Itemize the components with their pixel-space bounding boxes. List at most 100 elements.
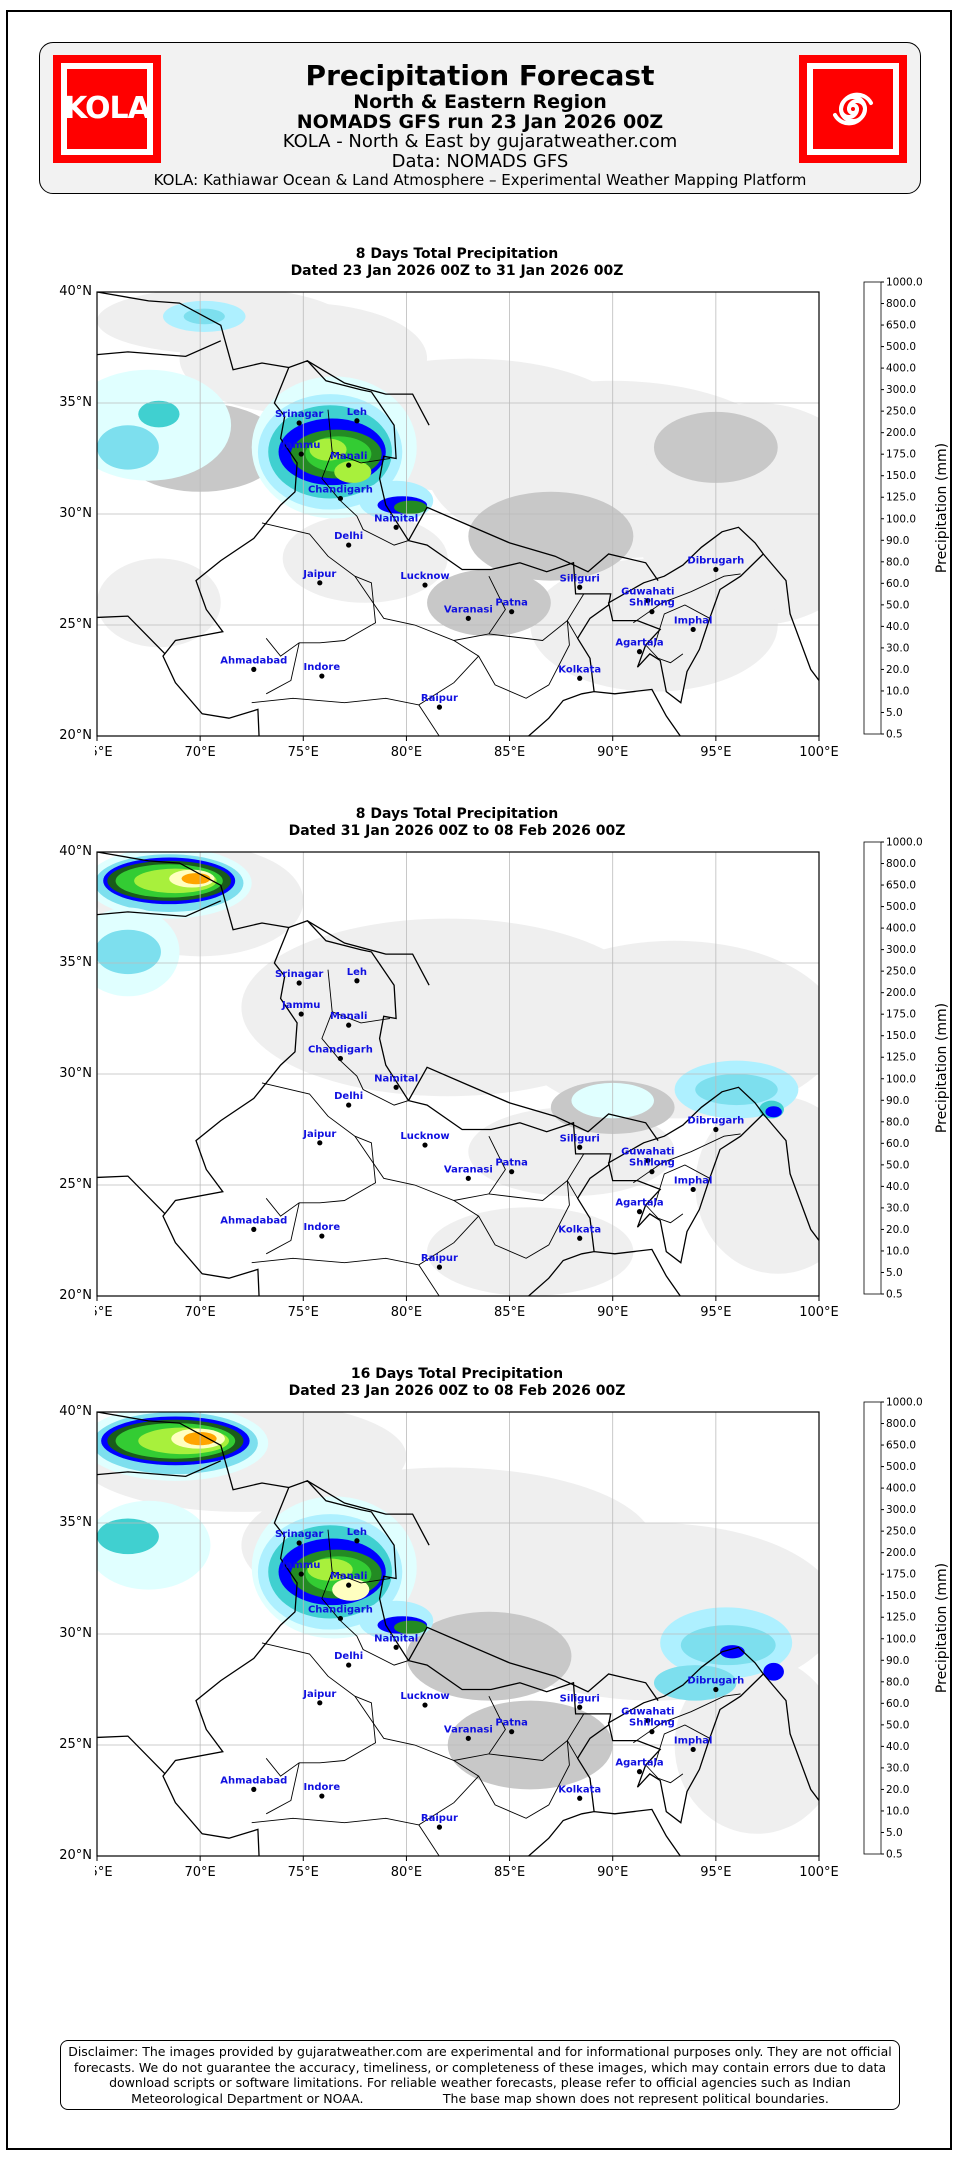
colorbar-tick-label: 500.0 xyxy=(886,901,916,913)
city-marker xyxy=(298,451,304,457)
y-tick-label: 25°N xyxy=(59,1737,92,1752)
country-boundary xyxy=(594,688,682,736)
x-tick-label: 100°E xyxy=(799,1865,839,1880)
x-tick-label: 95°E xyxy=(700,1305,731,1320)
city-marker xyxy=(649,1169,655,1175)
city-marker xyxy=(422,1142,428,1148)
city-marker xyxy=(509,1169,515,1175)
panel-2-dates: Dated 31 Jan 2026 00Z to 08 Feb 2026 00Z xyxy=(288,823,626,839)
colorbar-tick-label: 125.0 xyxy=(886,492,916,504)
disclaimer-box: Disclaimer: The images provided by gujar… xyxy=(60,2040,900,2110)
state-boundary xyxy=(566,1713,585,1759)
colorbar-tick-label: 30.0 xyxy=(886,642,909,654)
colorbar-tick-label: 150.0 xyxy=(886,1590,916,1602)
city-marker xyxy=(636,649,643,655)
panel-1-map: Srinagar Leh Jammu Manali Chandigarh Nainital… xyxy=(95,291,839,760)
state-boundary xyxy=(321,451,341,501)
city-label: Ahmadabad xyxy=(220,655,287,666)
city-marker xyxy=(636,1769,643,1775)
y-tick-label: 20°N xyxy=(59,1288,92,1303)
city-label: Chandigarh xyxy=(308,1044,373,1055)
colorbar-tick-label: 40.0 xyxy=(886,1741,909,1753)
city-label: Raipur xyxy=(421,1253,458,1264)
y-tick-label: 30°N xyxy=(59,1066,92,1081)
colorbar-tick-label: 90.0 xyxy=(886,535,909,547)
city-label: Jammu xyxy=(281,1560,320,1571)
colorbar-tick-label: 400.0 xyxy=(886,1483,916,1495)
city-marker xyxy=(509,609,515,615)
x-tick-label: 70°E xyxy=(185,1865,216,1880)
country-boundary xyxy=(407,1626,659,1701)
city-label: Manali xyxy=(330,1571,367,1582)
city-marker xyxy=(296,1540,302,1546)
colorbar-tick-label: 60.0 xyxy=(886,1698,909,1710)
colorbar-tick-label: 1000.0 xyxy=(886,277,923,289)
state-boundary xyxy=(478,619,570,699)
city-marker xyxy=(354,1538,360,1544)
precip-area xyxy=(394,1620,428,1634)
city-label: Nainital xyxy=(374,1073,418,1084)
state-boundary xyxy=(478,1179,570,1259)
country-boundary xyxy=(307,920,430,986)
state-boundary xyxy=(265,1202,300,1255)
city-label: Delhi xyxy=(334,1651,363,1662)
x-tick-label: 95°E xyxy=(700,745,731,760)
city-marker xyxy=(436,1824,443,1830)
colorbar-tick-label: 175.0 xyxy=(886,1569,916,1581)
city-label: Ahmadabad xyxy=(220,1775,287,1786)
country-boundary xyxy=(407,1066,659,1141)
panel-2-title: 8 Days Total Precipitation Dated 31 Jan … xyxy=(96,806,818,840)
city-label: Jammu xyxy=(281,440,320,451)
colorbar-tick-label: 80.0 xyxy=(886,1116,909,1128)
city-label: Chandigarh xyxy=(308,484,373,495)
city-marker xyxy=(346,542,352,548)
panel-3-map: Srinagar Leh Jammu Manali Chandigarh Nainital… xyxy=(95,1411,839,1880)
city-marker xyxy=(649,1729,655,1735)
country-boundary xyxy=(762,1673,819,1801)
country-boundary xyxy=(594,1248,682,1296)
city-marker xyxy=(577,1704,583,1710)
city-marker xyxy=(649,609,655,615)
state-boundary xyxy=(566,593,585,639)
country-boundary xyxy=(97,292,289,371)
country-boundary xyxy=(97,1412,289,1491)
data-line: Data: NOMADS GFS xyxy=(391,151,569,172)
x-tick-label: 65°E xyxy=(95,1305,113,1320)
city-marker xyxy=(577,1795,583,1801)
colorbar-tick-label: 250.0 xyxy=(886,966,916,978)
city-label: Dibrugarh xyxy=(687,556,744,567)
state-boundary xyxy=(265,1762,300,1815)
x-tick-label: 75°E xyxy=(288,1305,319,1320)
city-marker xyxy=(298,1571,304,1577)
city-marker xyxy=(317,1140,323,1146)
colorbar-tick-label: 650.0 xyxy=(886,880,916,892)
x-tick-label: 75°E xyxy=(288,745,319,760)
city-marker xyxy=(645,1717,651,1724)
panel-3-colorbar: 0.5 5.0 10.0 20.0 30.0 40.0 50.0 60.0 80.0 90.0 10… xyxy=(863,1397,950,1861)
city-marker xyxy=(251,1226,257,1232)
state-boundary xyxy=(418,1824,440,1856)
city-label: Delhi xyxy=(334,1091,363,1102)
state-boundary xyxy=(251,1200,480,1266)
city-marker xyxy=(577,584,583,590)
x-tick-label: 85°E xyxy=(494,745,525,760)
colorbar-tick-label: 250.0 xyxy=(886,406,916,418)
colorbar-label: Precipitation (mm) xyxy=(934,1563,950,1693)
country-boundary xyxy=(162,1480,612,1856)
city-marker xyxy=(298,1011,304,1017)
city-marker xyxy=(645,597,651,604)
y-tick-label: 30°N xyxy=(59,1626,92,1641)
colorbar-tick-label: 1000.0 xyxy=(886,837,923,849)
city-label: Dibrugarh xyxy=(687,1676,744,1687)
cyclone-swirl-icon xyxy=(833,92,873,126)
y-tick-label: 35°N xyxy=(59,395,92,410)
city-label: Manali xyxy=(330,1011,367,1022)
city-label: Raipur xyxy=(421,1813,458,1824)
colorbar-tick-label: 100.0 xyxy=(886,1633,916,1645)
country-boundary xyxy=(162,920,612,1296)
precip-area xyxy=(97,558,221,648)
precip-area xyxy=(765,1106,782,1118)
y-tick-label: 40°N xyxy=(59,844,92,859)
city-marker xyxy=(354,978,360,984)
colorbar-tick-label: 60.0 xyxy=(886,578,909,590)
